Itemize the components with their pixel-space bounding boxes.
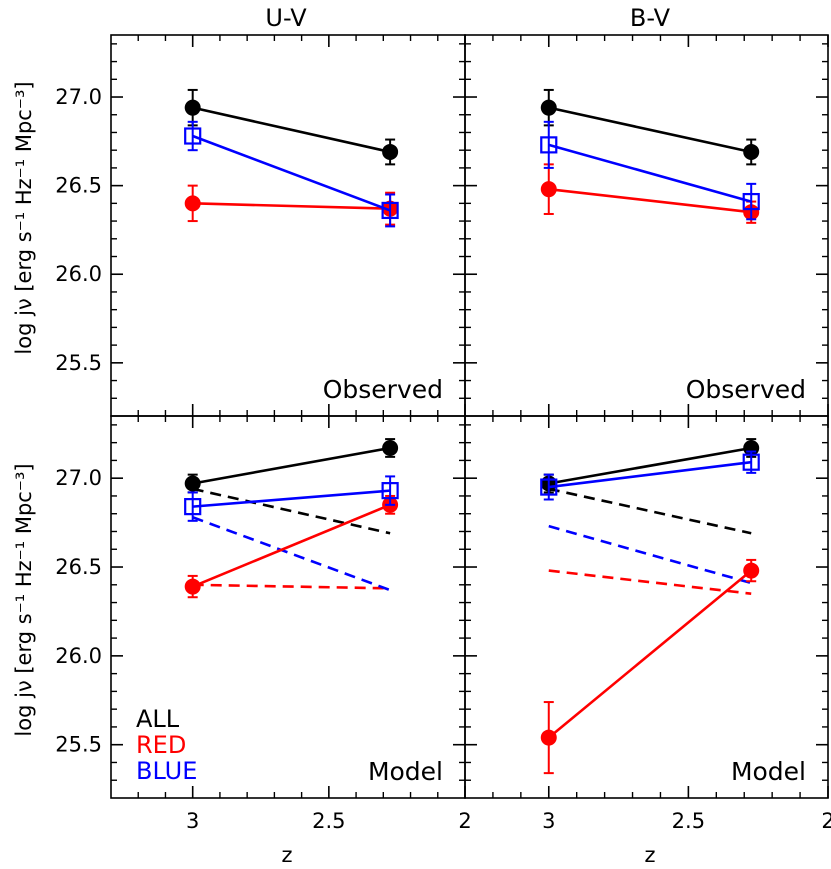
series-line-all xyxy=(548,106,752,154)
series-line-red xyxy=(192,202,391,210)
data-point xyxy=(184,498,202,516)
series-blue xyxy=(540,120,760,221)
series-line-blue xyxy=(192,489,391,508)
column-title-bv: B-V xyxy=(630,4,671,32)
series-red xyxy=(540,558,760,775)
y-tick-label: 26.0 xyxy=(55,262,102,286)
data-point xyxy=(742,453,760,471)
legend-item-red: RED xyxy=(136,731,186,759)
data-point xyxy=(184,127,202,145)
x-axis-label-right: z xyxy=(644,843,655,867)
y-tick-label: 25.5 xyxy=(55,351,102,375)
data-point xyxy=(381,201,399,220)
series-all xyxy=(184,438,399,494)
panel-label: Model xyxy=(731,757,806,786)
data-point xyxy=(381,482,399,500)
series-line-all-observed xyxy=(192,487,391,535)
data-point xyxy=(540,136,558,154)
series-line-red xyxy=(547,569,753,739)
series-blue xyxy=(540,450,760,501)
y-tick-label: 26.5 xyxy=(55,174,102,198)
panel-label: Model xyxy=(368,757,443,786)
panel-bottom-right: 3 2.5 2 Model xyxy=(464,415,831,833)
data-point xyxy=(743,143,760,160)
y-tick-label: 27.0 xyxy=(55,85,102,109)
legend-item-blue: BLUE xyxy=(136,757,197,785)
data-point xyxy=(540,181,557,198)
x-tick-label: 2 xyxy=(821,809,831,833)
y-axis-label-bottom: log jν [erg s⁻¹ Hz⁻¹ Mpc⁻³] xyxy=(12,463,36,736)
y-tick-label: 27.0 xyxy=(55,466,102,490)
series-all xyxy=(184,88,399,166)
panel-top-right: Observed xyxy=(464,34,829,417)
series-line-all xyxy=(192,446,391,485)
panel-frame xyxy=(464,415,829,799)
series-blue xyxy=(184,120,399,228)
panels: 25.5 26.0 26.5 27.0 Observed Observed 3 2.5 2 25.… xyxy=(55,34,831,833)
data-point xyxy=(540,729,557,746)
series-line-all-observed xyxy=(548,487,752,535)
legend: ALL RED BLUE xyxy=(136,705,197,785)
panel-frame xyxy=(464,34,829,417)
series-red xyxy=(184,184,399,226)
series-line-blue xyxy=(548,460,752,489)
data-point xyxy=(540,478,558,496)
series-line-red-observed xyxy=(548,569,752,595)
panel-top-left: 25.5 26.0 26.5 27.0 Observed xyxy=(55,34,466,417)
data-point xyxy=(184,475,201,492)
series-blue xyxy=(184,475,399,522)
data-point xyxy=(184,578,201,595)
series-line-red xyxy=(192,503,391,588)
series-line-all xyxy=(192,106,391,154)
column-title-uv: U-V xyxy=(265,4,307,32)
series-line-blue-observed xyxy=(548,524,752,585)
data-point xyxy=(382,439,399,456)
series-line-all xyxy=(548,446,752,485)
series-line-blue xyxy=(192,134,391,212)
panel-bottom-left: 3 2.5 2 25.5 26.0 26.5 27.0 Model xyxy=(55,415,472,833)
x-tick-label: 3 xyxy=(542,809,555,833)
data-point xyxy=(184,99,201,116)
data-point xyxy=(540,99,557,116)
series-line-red xyxy=(548,187,752,214)
series-all xyxy=(540,88,760,166)
legend-item-all: ALL xyxy=(136,705,180,733)
series-line-blue-observed xyxy=(192,516,391,592)
series-line-red-observed xyxy=(192,583,391,590)
data-point xyxy=(382,143,399,160)
x-axis-label-left: z xyxy=(281,843,292,867)
data-point xyxy=(742,192,760,211)
x-tick-label: 2.5 xyxy=(672,809,705,833)
data-point xyxy=(184,195,201,212)
x-tick-label: 2.5 xyxy=(312,809,345,833)
x-tick-label: 3 xyxy=(186,809,199,833)
series-line-blue xyxy=(548,143,752,203)
x-tick-label: 2 xyxy=(458,809,471,833)
y-tick-label: 25.5 xyxy=(55,733,102,757)
y-tick-label: 26.5 xyxy=(55,555,102,579)
y-axis-label-top: log jν [erg s⁻¹ Hz⁻¹ Mpc⁻³] xyxy=(12,81,36,354)
data-point xyxy=(743,562,760,579)
panel-label: Observed xyxy=(686,375,806,404)
panel-frame xyxy=(110,34,466,417)
panel-label: Observed xyxy=(323,375,443,404)
y-tick-label: 26.0 xyxy=(55,644,102,668)
